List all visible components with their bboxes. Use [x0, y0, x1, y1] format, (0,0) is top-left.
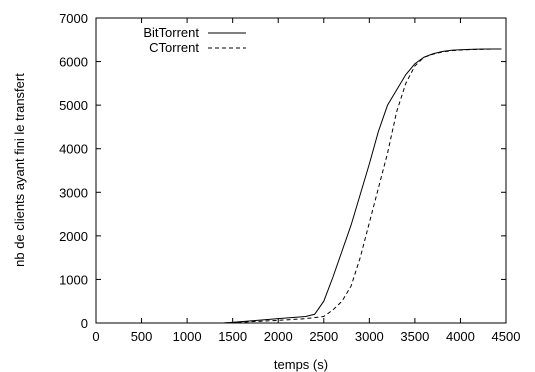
x-tick-label: 1000 [173, 329, 202, 344]
series-line-bittorrent [223, 48, 502, 324]
y-tick-label: 1000 [59, 272, 88, 287]
x-tick-label: 4500 [492, 329, 521, 344]
y-axis-label: nb de clients ayant fini le transfert [12, 73, 27, 267]
y-tick-label: 0 [81, 316, 88, 331]
x-tick-label: 4000 [446, 329, 475, 344]
x-axis-label: temps (s) [274, 357, 328, 372]
x-tick-label: 2500 [309, 329, 338, 344]
legend-label-bittorrent: BitTorrent [143, 25, 199, 40]
x-tick-label: 1500 [218, 329, 247, 344]
x-tick-label: 3500 [400, 329, 429, 344]
series-line-ctorrent [223, 48, 502, 324]
legend-label-ctorrent: CTorrent [149, 40, 199, 55]
series-lines [223, 48, 502, 324]
y-tick-label: 5000 [59, 98, 88, 113]
x-tick-label: 0 [92, 329, 99, 344]
x-tick-label: 3000 [355, 329, 384, 344]
plot-area [95, 17, 507, 324]
y-tick-label: 3000 [59, 185, 88, 200]
y-tick-label: 2000 [59, 229, 88, 244]
x-tick-label: 2000 [264, 329, 293, 344]
y-tick-label: 6000 [59, 55, 88, 70]
plot-frame [95, 17, 507, 324]
y-tick-label: 4000 [59, 142, 88, 157]
x-tick-label: 500 [131, 329, 153, 344]
y-tick-label: 7000 [59, 11, 88, 26]
axes-ticks: 0 500 1000 1500 2000 2500 3000 3500 4000 4500 0 100… [59, 11, 520, 344]
